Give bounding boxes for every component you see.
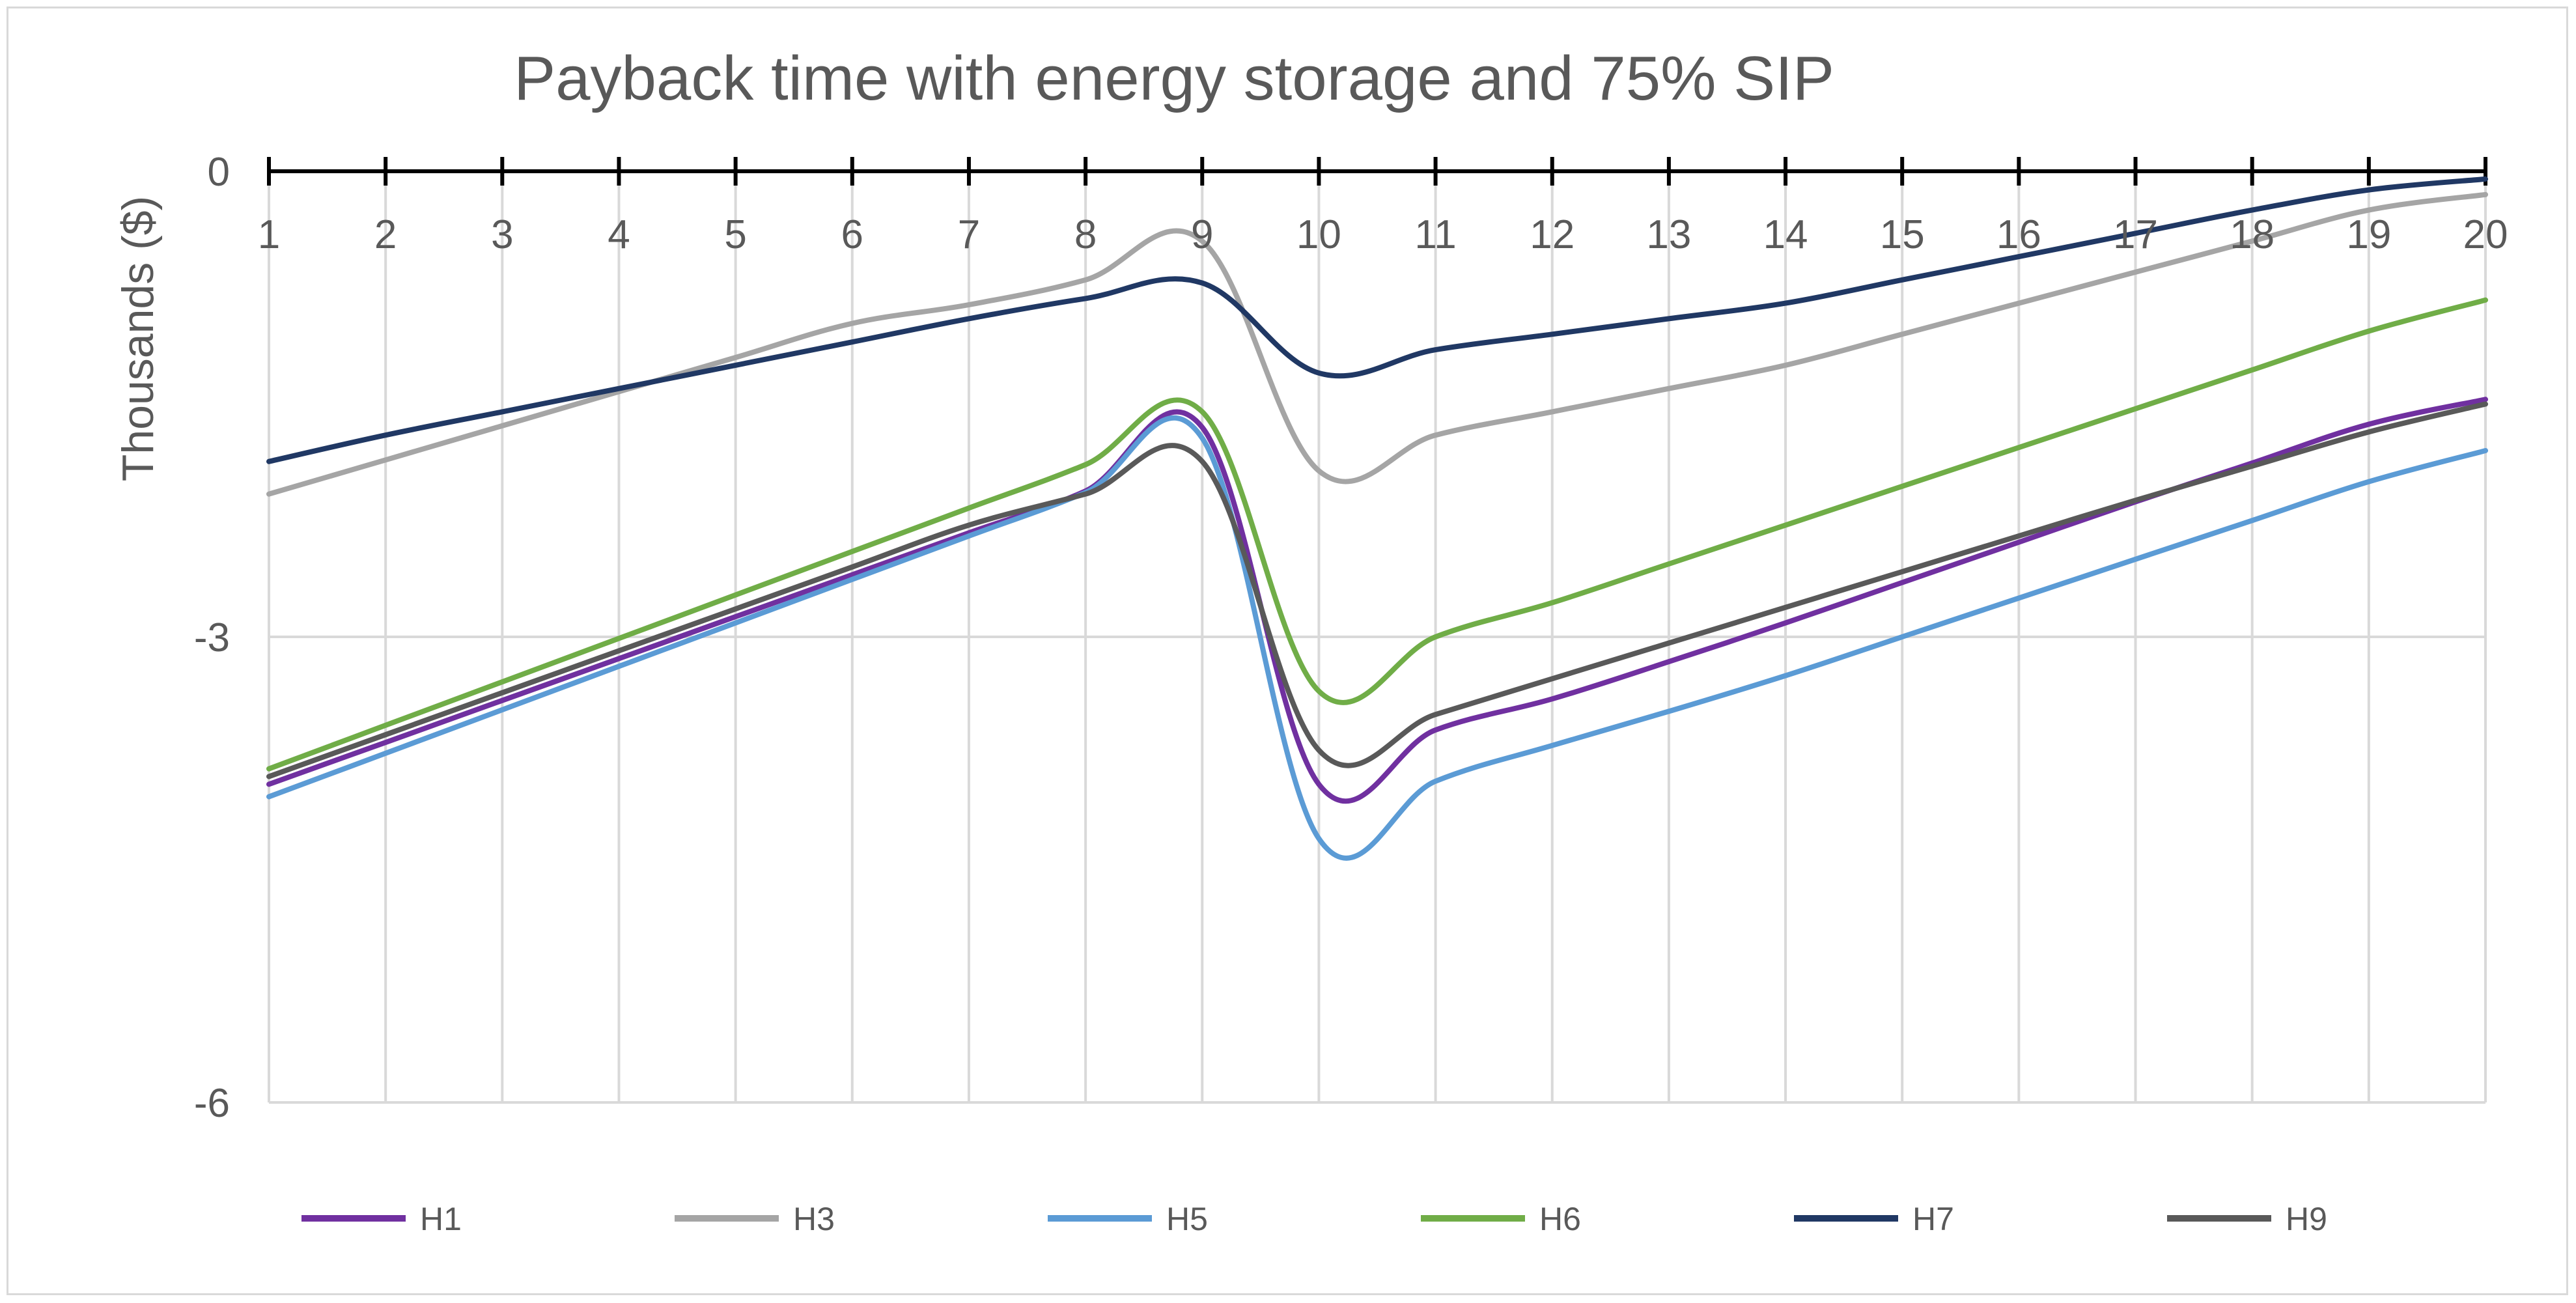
line-chart: Payback time with energy storage and 75%… — [113, 44, 2508, 1237]
x-tick-label: 5 — [724, 212, 746, 257]
x-tick-label: 14 — [1763, 212, 1808, 257]
y-tick-label: -6 — [194, 1081, 230, 1126]
x-tick-label: 15 — [1880, 212, 1925, 257]
x-tick-label: 11 — [1414, 212, 1456, 257]
x-tick-label: 6 — [841, 212, 863, 257]
x-tick-label: 19 — [2346, 212, 2391, 257]
x-tick-label: 1 — [258, 212, 280, 257]
x-tick-label: 7 — [958, 212, 980, 257]
gridlines — [268, 171, 2487, 1104]
series-line-h9 — [266, 401, 2488, 779]
axes — [267, 157, 2487, 186]
chart-title: Payback time with energy storage and 75%… — [514, 44, 1834, 113]
legend-label-h1: H1 — [420, 1201, 462, 1237]
y-tick-label: -3 — [194, 615, 230, 660]
chart-frame: Payback time with energy storage and 75%… — [7, 7, 2568, 1295]
series-line-h6 — [266, 297, 2488, 772]
x-tick-label: 10 — [1296, 212, 1341, 257]
series-line-h5 — [266, 415, 2488, 861]
x-tick-label: 18 — [2230, 212, 2275, 257]
x-tick-label: 4 — [608, 212, 630, 257]
legend-label-h6: H6 — [1539, 1201, 1581, 1237]
legend-label-h7: H7 — [1912, 1201, 1954, 1237]
legend-label-h5: H5 — [1166, 1201, 1208, 1237]
tick-labels: 1 2 3 4 5 6 7 8 9 10 11 12 13 14 15 16 17 18 19 200-3-6 — [194, 150, 2508, 1126]
y-tick-label: 0 — [208, 150, 230, 195]
x-tick-label: 3 — [491, 212, 513, 257]
legend-label-h9: H9 — [2286, 1201, 2327, 1237]
x-tick-label: 20 — [2463, 212, 2508, 257]
x-tick-label: 17 — [2113, 212, 2158, 257]
legend: H1 H3 H5 H6 H7 H9 — [301, 1201, 2327, 1237]
series-lines — [266, 176, 2488, 861]
x-tick-label: 2 — [374, 212, 397, 257]
x-tick-label: 8 — [1074, 212, 1097, 257]
legend-label-h3: H3 — [793, 1201, 835, 1237]
y-axis-title: Thousands ($) — [113, 196, 163, 481]
x-tick-label: 9 — [1191, 212, 1213, 257]
x-tick-label: 13 — [1646, 212, 1691, 257]
x-tick-label: 16 — [1996, 212, 2041, 257]
series-line-h1 — [266, 397, 2488, 804]
series-line-h7 — [266, 176, 2488, 464]
x-tick-label: 12 — [1530, 212, 1575, 257]
